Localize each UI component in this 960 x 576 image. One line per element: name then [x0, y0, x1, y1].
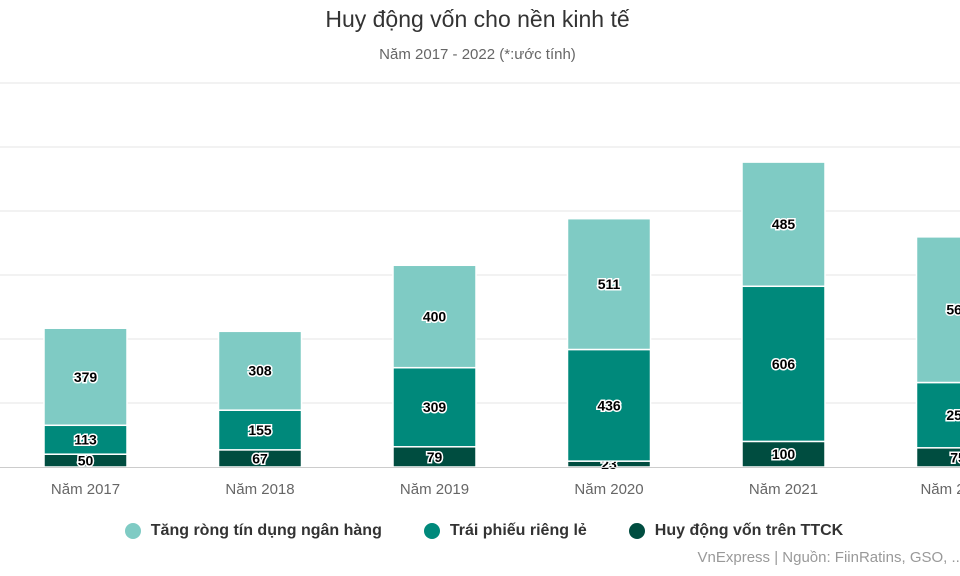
data-label: 67 — [252, 450, 268, 466]
x-tick-label: Năm 2018 — [225, 481, 294, 498]
data-label: 50 — [78, 453, 94, 469]
legend-item-stock-market[interactable]: Huy động vốn trên TTCK — [621, 522, 843, 540]
x-tick-label: Năm 2019 — [400, 481, 469, 498]
data-label: 400 — [423, 308, 447, 324]
data-label: 155 — [248, 422, 272, 438]
x-tick-label: Năm 2017 — [51, 481, 120, 498]
source-credit: VnExpress | Nguồn: FiinRatins, GSO, ... — [697, 549, 960, 566]
data-label: 100 — [772, 446, 796, 462]
bar-segment[interactable] — [217, 409, 303, 451]
data-label: 379 — [74, 369, 98, 385]
data-label: 511 — [598, 276, 621, 292]
bar-segment[interactable] — [43, 327, 128, 427]
legend-item-private-bonds[interactable]: Trái phiếu riêng lẻ — [416, 522, 587, 540]
data-label: 309 — [423, 399, 447, 415]
data-label: 569 — [946, 302, 960, 318]
bar-segment[interactable] — [566, 348, 652, 462]
bar-segment[interactable] — [915, 236, 960, 384]
bar-segment[interactable] — [566, 217, 652, 351]
legend-swatch-bank-credit — [124, 523, 141, 539]
legend-swatch-private-bonds — [423, 523, 440, 539]
legend-label-stock-market: Huy động vốn trên TTCK — [654, 522, 844, 539]
bar-segment[interactable] — [741, 161, 826, 288]
data-label: 79 — [427, 449, 443, 465]
bar-segment[interactable] — [217, 330, 303, 411]
legend-label-private-bonds: Trái phiếu riêng lẻ — [449, 522, 587, 539]
chart-legend: Tăng ròng tín dụng ngân hàng Trái phiếu … — [0, 522, 960, 540]
chart-subtitle: Năm 2017 - 2022 (*:ước tính) — [379, 46, 576, 63]
x-tick-label: Năm 2021 — [749, 481, 818, 498]
data-label: 308 — [248, 363, 272, 379]
x-tick-label: Năm 2020 — [574, 481, 643, 498]
legend-item-bank-credit[interactable]: Tăng ròng tín dụng ngân hàng — [117, 522, 382, 540]
data-label: 255 — [946, 407, 960, 423]
data-label: 606 — [772, 356, 796, 372]
x-tick-label: Năm 2022* — [920, 481, 960, 498]
bar-segment[interactable] — [741, 285, 826, 443]
data-label: 113 — [74, 432, 97, 448]
bar-segment[interactable] — [392, 264, 477, 369]
data-label: 75 — [950, 449, 960, 465]
legend-label-bank-credit: Tăng ròng tín dụng ngân hàng — [150, 522, 382, 539]
legend-swatch-stock-market — [628, 523, 645, 539]
bar-segment[interactable] — [915, 381, 960, 449]
chart-title: Huy động vốn cho nền kinh tế — [325, 6, 630, 32]
data-label: 485 — [772, 216, 796, 232]
data-label: 436 — [597, 397, 621, 413]
